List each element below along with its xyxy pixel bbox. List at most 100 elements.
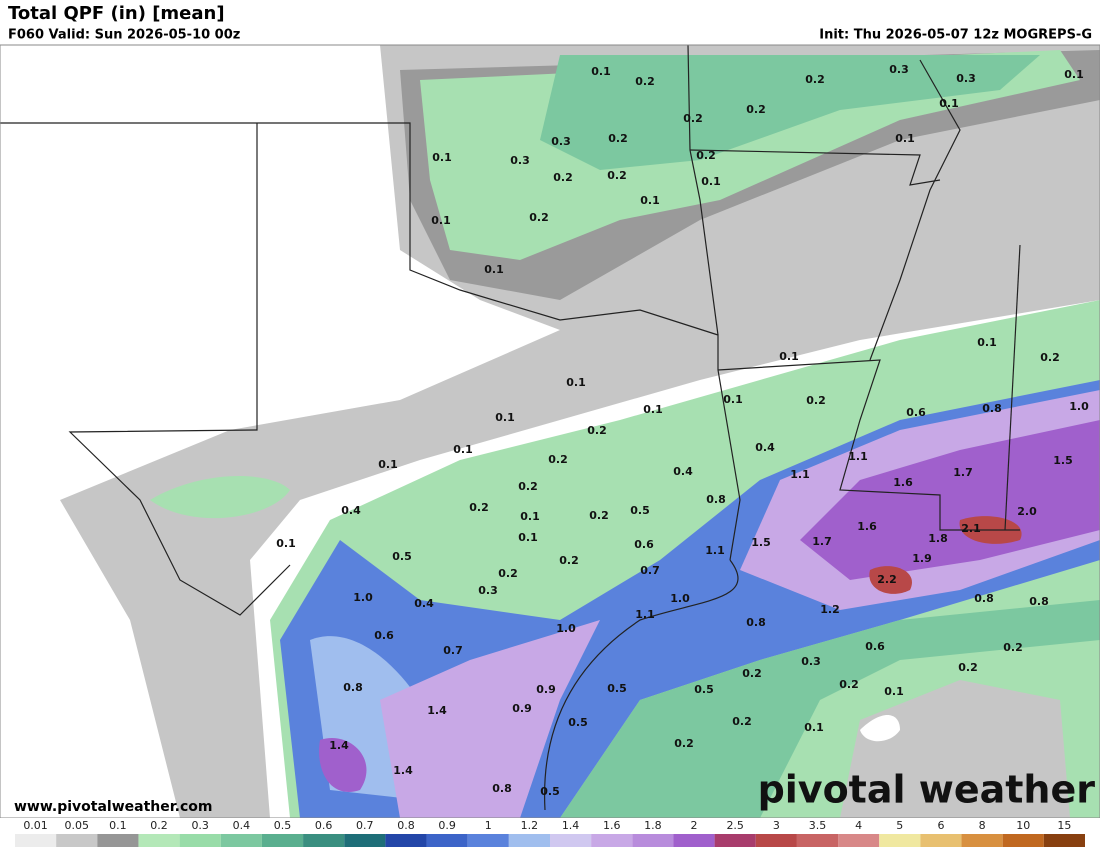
colorbar-cell xyxy=(97,834,139,847)
colorbar-label: 0.7 xyxy=(356,819,374,832)
colorbar-cell xyxy=(467,834,509,847)
value-label: 0.7 xyxy=(443,644,463,657)
colorbar-label: 5 xyxy=(896,819,903,832)
colorbar-cell xyxy=(591,834,633,847)
value-label: 0.5 xyxy=(607,682,627,695)
value-label: 1.5 xyxy=(751,536,771,549)
colorbar-label: 0.05 xyxy=(64,819,89,832)
value-label: 0.5 xyxy=(630,504,650,517)
state-borders xyxy=(0,44,1021,811)
logo: pivotal weather xyxy=(758,768,1096,812)
map-title: Total QPF (in) [mean] xyxy=(8,3,225,24)
colorbar-cell xyxy=(426,834,468,847)
colorbar-cell xyxy=(303,834,345,847)
colorbar-cell xyxy=(15,834,57,847)
colorbar-label: 1 xyxy=(485,819,492,832)
value-label: 0.1 xyxy=(779,350,799,363)
colorbar: 0.01 0.05 0.1 0.2 0.3 0.4 0.5 0.6 0.7 0.8 0.9 1 1.2 1… xyxy=(15,819,1085,847)
colorbar-cell xyxy=(796,834,839,847)
value-labels: 0.1 0.2 0.2 0.3 0.3 0.1 0.1 0.2 0.2 0.1 0.3 0.2 0.1 0… xyxy=(276,63,1089,798)
colorbar-cell xyxy=(838,834,880,847)
value-label: 0.8 xyxy=(746,616,766,629)
value-label: 0.1 xyxy=(453,443,473,456)
value-label: 0.8 xyxy=(1029,595,1049,608)
colorbar-label: 1.8 xyxy=(644,819,662,832)
value-label: 0.1 xyxy=(939,97,959,110)
value-label: 1.7 xyxy=(812,535,832,548)
value-label: 0.1 xyxy=(520,510,540,523)
value-label: 0.3 xyxy=(478,584,498,597)
colorbar-label: 0.9 xyxy=(438,819,456,832)
value-label: 0.6 xyxy=(634,538,654,551)
value-label: 0.8 xyxy=(974,592,994,605)
colorbar-cell xyxy=(673,834,715,847)
value-label: 0.4 xyxy=(414,597,434,610)
colorbar-label: 1.4 xyxy=(562,819,580,832)
value-label: 0.7 xyxy=(640,564,660,577)
value-label: 0.2 xyxy=(1040,351,1060,364)
value-label: 0.2 xyxy=(548,453,568,466)
value-label: 0.2 xyxy=(742,667,762,680)
value-label: 0.8 xyxy=(343,681,363,694)
value-label: 1.2 xyxy=(820,603,840,616)
colorbar-label: 0.6 xyxy=(315,819,333,832)
colorbar-cell xyxy=(138,834,180,847)
colorbar-cell xyxy=(961,834,1003,847)
colorbar-cell xyxy=(550,834,592,847)
colorbar-cell xyxy=(179,834,221,847)
colorbar-label: 0.8 xyxy=(397,819,415,832)
value-label: 0.5 xyxy=(568,716,588,729)
value-label: 0.1 xyxy=(276,537,296,550)
init-time: Init: Thu 2026-05-07 12z MOGREPS-G xyxy=(819,28,1092,43)
value-label: 0.1 xyxy=(431,214,451,227)
colorbar-label: 0.4 xyxy=(233,819,251,832)
value-label: 0.2 xyxy=(518,480,538,493)
value-label: 0.2 xyxy=(529,211,549,224)
colorbar-cell xyxy=(714,834,756,847)
colorbar-cell xyxy=(879,834,921,847)
value-label: 0.1 xyxy=(701,175,721,188)
value-label: 0.5 xyxy=(392,550,412,563)
value-label: 0.9 xyxy=(512,702,532,715)
value-label: 1.1 xyxy=(635,608,655,621)
value-label: 0.2 xyxy=(635,75,655,88)
colorbar-label: 0.2 xyxy=(150,819,168,832)
value-label: 0.2 xyxy=(806,394,826,407)
value-label: 0.2 xyxy=(696,149,716,162)
value-label: 0.3 xyxy=(551,135,571,148)
value-label: 0.3 xyxy=(956,72,976,85)
valid-time: F060 Valid: Sun 2026-05-10 00z xyxy=(8,28,240,43)
colorbar-label: 0.1 xyxy=(109,819,127,832)
colorbar-label: 0.5 xyxy=(274,819,292,832)
colorbar-cell xyxy=(56,834,98,847)
colorbar-label: 1.6 xyxy=(603,819,621,832)
colorbar-label: 3 xyxy=(773,819,780,832)
value-label: 0.1 xyxy=(1064,68,1084,81)
value-label: 0.2 xyxy=(958,661,978,674)
value-label: 0.1 xyxy=(495,411,515,424)
value-label: 0.2 xyxy=(607,169,627,182)
colorbar-label: 4 xyxy=(855,819,862,832)
colorbar-label: 10 xyxy=(1016,819,1030,832)
value-label: 0.3 xyxy=(510,154,530,167)
value-label: 0.5 xyxy=(540,785,560,798)
value-label: 0.1 xyxy=(432,151,452,164)
value-label: 1.0 xyxy=(556,622,576,635)
value-label: 0.2 xyxy=(674,737,694,750)
colorbar-cell xyxy=(632,834,674,847)
value-label: 0.2 xyxy=(746,103,766,116)
value-label: 0.4 xyxy=(755,441,775,454)
value-label: 1.4 xyxy=(393,764,413,777)
value-label: 0.1 xyxy=(591,65,611,78)
value-label: 0.8 xyxy=(492,782,512,795)
colorbar-label: 0.3 xyxy=(191,819,209,832)
value-label: 0.1 xyxy=(640,194,660,207)
value-label: 2.0 xyxy=(1017,505,1037,518)
colorbar-label: 15 xyxy=(1057,819,1071,832)
value-label: 0.6 xyxy=(374,629,394,642)
value-label: 1.0 xyxy=(353,591,373,604)
colorbar-cell xyxy=(261,834,304,847)
value-label: 1.5 xyxy=(1053,454,1073,467)
value-label: 0.9 xyxy=(536,683,556,696)
